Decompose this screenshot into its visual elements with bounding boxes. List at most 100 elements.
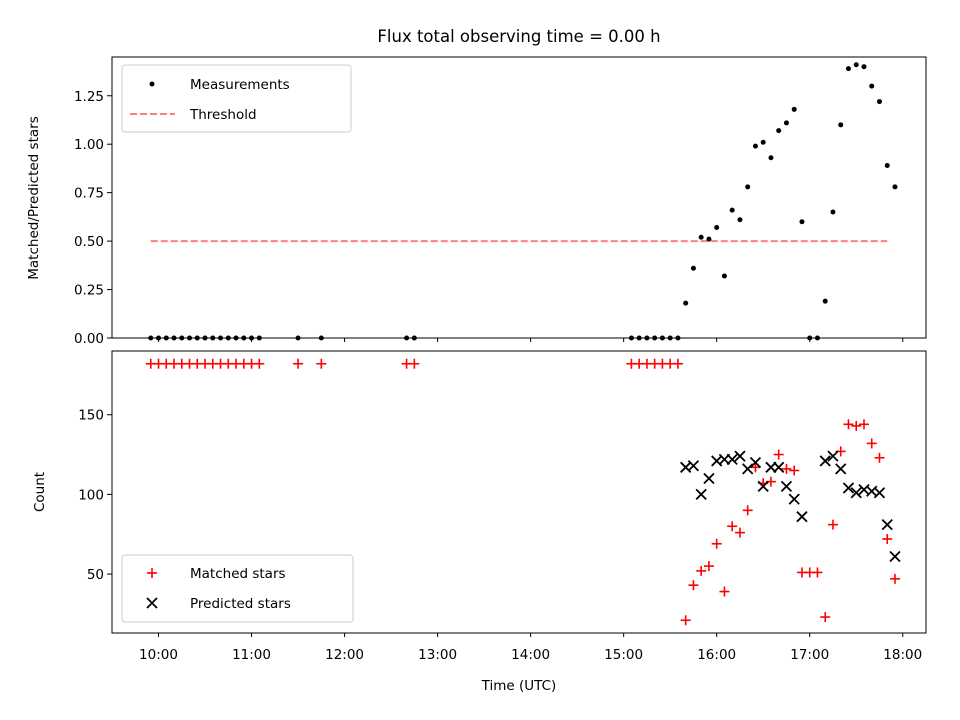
legend-dot-marker-icon <box>149 81 155 87</box>
matched-star-point <box>254 358 265 369</box>
x-tick-label: 17:00 <box>790 647 829 663</box>
top-x-ticks <box>158 338 904 342</box>
matched-star-point <box>874 452 885 463</box>
bottom-y-tick-label: 50 <box>87 567 104 583</box>
x-tick-label: 15:00 <box>604 647 643 663</box>
matched-star-point <box>851 420 862 431</box>
predicted-star-point <box>726 453 738 465</box>
measurement-point <box>845 66 851 72</box>
measurement-point <box>791 106 797 112</box>
bottom-y-tick-label: 100 <box>78 487 104 503</box>
top-y-tick-label: 1.00 <box>74 137 104 153</box>
matched-star-point <box>734 527 745 538</box>
measurement-point <box>737 217 743 223</box>
bottom-y-tick-label: 150 <box>78 408 104 424</box>
predicted-star-point <box>687 460 700 472</box>
matched-star-point <box>889 573 900 584</box>
predicted-star-point <box>757 480 769 493</box>
predicted-star-point <box>835 463 847 475</box>
legend-x-marker-icon <box>146 597 158 609</box>
top-y-axis-label: Matched/Predicted stars <box>26 116 42 279</box>
predicted-star-point <box>703 472 715 485</box>
matched-star-point <box>696 565 707 576</box>
predicted-star-point <box>850 487 862 499</box>
predicted-star-point <box>827 450 839 462</box>
top-panel: 0.00 0.25 0.50 0.75 1.00 1.25 Matched/Predict… <box>26 56 927 347</box>
measurement-point <box>838 122 844 128</box>
matched-star-point <box>750 462 761 473</box>
matched-star-point <box>866 438 877 449</box>
bottom-y-axis-label: Count <box>32 472 48 512</box>
x-tick-label: 14:00 <box>511 647 550 663</box>
matched-star-point <box>680 615 691 626</box>
bottom-legend: Matched stars Predicted stars <box>121 554 354 623</box>
measurement-point <box>869 83 875 89</box>
matched-star-point <box>882 534 893 544</box>
legend-predicted-stars-label: Predicted stars <box>190 596 291 612</box>
measurement-point <box>721 273 727 279</box>
measurement-point <box>690 265 696 271</box>
predicted-star-point <box>773 461 785 473</box>
predicted-star-point <box>889 550 901 563</box>
bottom-y-ticks: 50 100 150 <box>78 408 112 583</box>
measurement-point <box>760 139 766 145</box>
matched-star-point <box>858 419 869 430</box>
measurement-point <box>706 236 712 242</box>
matched-star-point <box>773 449 784 460</box>
legend-matched-stars-label: Matched stars <box>190 566 286 582</box>
measurement-point <box>892 184 898 190</box>
matched-star-point <box>316 358 327 369</box>
top-y-ticks: 0.00 0.25 0.50 0.75 1.00 1.25 <box>74 89 112 347</box>
matched-star-point <box>711 538 722 549</box>
legend-measurements-label: Measurements <box>190 77 290 93</box>
predicted-star-point <box>749 456 762 469</box>
predicted-star-point <box>796 511 808 523</box>
measurement-point <box>799 219 805 225</box>
matched-star-point <box>843 419 854 430</box>
bottom-axes-frame <box>111 350 927 634</box>
measurement-point <box>783 120 789 126</box>
matched-star-point <box>719 586 730 597</box>
matched-star-point <box>703 561 714 572</box>
x-tick-label: 16:00 <box>697 647 736 663</box>
figure-title: Flux total observing time = 0.00 h <box>377 27 660 46</box>
measurement-point <box>776 128 782 134</box>
bottom-x-ticks: 10:00 11:00 12:00 13:00 14:00 15:00 16:00 17:00… <box>139 633 922 663</box>
predicted-star-point <box>742 463 754 475</box>
matched-star-point <box>293 358 304 369</box>
measurement-point <box>830 209 836 215</box>
measurement-point <box>729 207 735 213</box>
matched-star-point <box>812 567 823 578</box>
predicted-star-point <box>780 480 793 493</box>
measurement-point <box>698 234 704 240</box>
measurement-point <box>876 99 882 105</box>
x-tick-label: 10:00 <box>139 647 178 663</box>
measurement-point <box>884 163 890 169</box>
matched-star-point <box>781 463 792 474</box>
matched-star-point <box>820 612 831 623</box>
x-axis-label: Time (UTC) <box>481 678 557 694</box>
measurement-point <box>822 298 828 304</box>
top-axes-frame <box>111 56 927 339</box>
measurement-point <box>861 64 867 70</box>
x-tick-label: 11:00 <box>232 647 271 663</box>
legend-plus-marker-icon <box>147 568 157 578</box>
matched-star-point <box>688 580 699 591</box>
predicted-star-point <box>873 487 886 499</box>
predicted-star-point <box>695 488 707 501</box>
measurement-point <box>853 62 859 68</box>
top-legend-box <box>121 64 352 133</box>
predicted-star-point <box>842 482 855 494</box>
top-y-tick-label: 0.50 <box>74 234 104 250</box>
predicted-star-point <box>788 493 800 505</box>
matched-star-point <box>672 358 683 369</box>
matched-star-point <box>727 521 738 532</box>
matched-star-point <box>409 358 420 369</box>
top-y-tick-label: 0.00 <box>74 331 104 347</box>
predicted-star-point <box>881 519 893 531</box>
top-y-tick-label: 0.25 <box>74 283 104 299</box>
x-tick-label: 13:00 <box>418 647 457 663</box>
measurement-point <box>768 155 774 161</box>
measurement-point <box>683 300 689 306</box>
